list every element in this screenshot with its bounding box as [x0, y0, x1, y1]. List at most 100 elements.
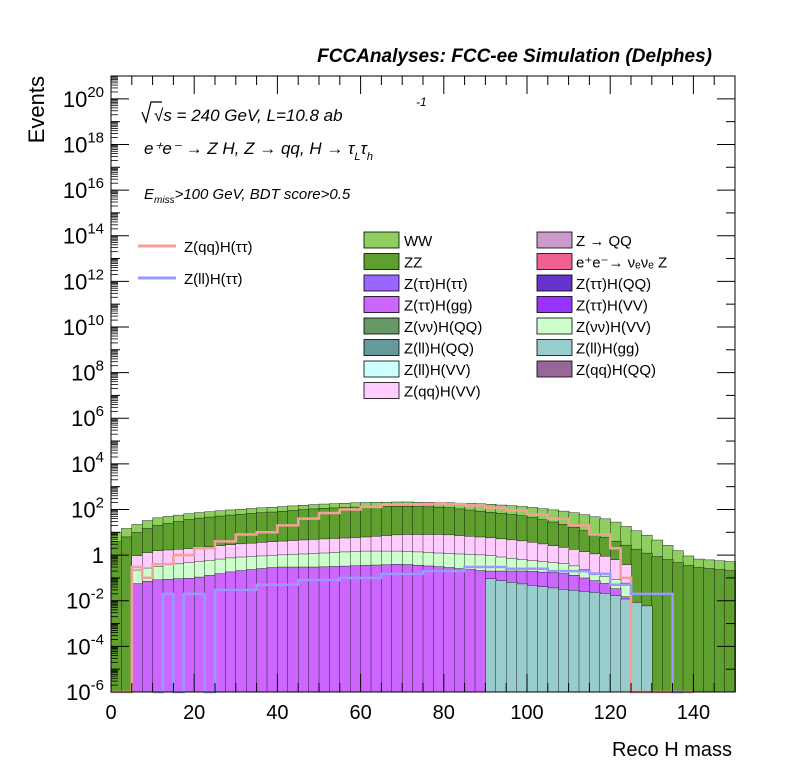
- y-tick-label: 1012: [63, 266, 104, 294]
- stack-layer-ll-gg: [485, 578, 653, 693]
- legend-fill-swatch: [536, 231, 573, 249]
- stack-bin: [329, 566, 341, 693]
- stack-bin: [703, 568, 715, 693]
- legend-fill-label: Z(νν)H(VV): [576, 319, 651, 336]
- stack-bin: [578, 591, 591, 693]
- y-tick-label: 1018: [63, 129, 104, 157]
- y-tick-label: 1016: [63, 175, 104, 203]
- x-axis-label: Reco H mass: [612, 739, 732, 761]
- stack-bin: [318, 566, 331, 693]
- legend-line-label: Z(qq)H(ττ): [184, 239, 253, 256]
- stack-bin: [256, 568, 268, 693]
- stack-bin: [433, 566, 445, 693]
- legend-fill-label: Z(ll)H(QQ): [404, 341, 474, 358]
- y-tick-label: 106: [71, 403, 104, 431]
- stack-bin: [391, 564, 403, 693]
- x-tick-label: 40: [266, 702, 288, 724]
- stack-bin: [464, 569, 476, 693]
- stack-bin: [412, 565, 424, 693]
- legend-fill-swatch: [363, 296, 400, 313]
- legend-fill-label: Z(ττ)H(QQ): [576, 276, 651, 293]
- legend-fill-swatch: [536, 339, 573, 356]
- y-tick-label: 104: [71, 449, 104, 477]
- annotation-process: e⁺e⁻ → Z H, Z → qq, H → τLτh: [144, 139, 373, 163]
- x-tick-label: 20: [183, 702, 205, 724]
- stack-bin: [443, 567, 455, 693]
- cut-rest: >100 GeV, BDT score>0.5: [175, 186, 351, 203]
- x-tick-label: 80: [433, 702, 455, 724]
- svg-text:√s = 240 GeV, L=10.8 ab: √s = 240 GeV, L=10.8 ab: [154, 106, 343, 125]
- legend-fill-swatch: [536, 360, 573, 378]
- stack-bin: [630, 602, 643, 693]
- legend-fill-label: Z(ll)H(gg): [576, 341, 639, 358]
- annotation-cuts: Emiss>100 GeV, BDT score>0.5: [144, 186, 351, 206]
- legend-fill-label: Z(ll)H(VV): [404, 362, 471, 379]
- stack-bin: [558, 589, 570, 693]
- stack-bin: [672, 562, 684, 693]
- stack-bin: [693, 567, 705, 693]
- chart-title: FCCAnalyses: FCC-ee Simulation (Delphes): [317, 46, 712, 67]
- stack-bin: [370, 564, 383, 693]
- cut-e: E: [144, 186, 155, 203]
- legend: Z(qq)H(ττ) Z(ll)H(ττ) WW ZZ Z(ττ)H(ττ) Z(ττ)H…: [138, 231, 667, 401]
- stack-bin: [526, 585, 539, 693]
- stack-bin: [298, 566, 310, 693]
- cut-sub: miss: [154, 195, 175, 206]
- stack-bin: [266, 567, 279, 693]
- stack-bin: [568, 590, 580, 693]
- legend-line-label: Z(ll)H(ττ): [184, 271, 243, 288]
- legend-fill-swatch: [363, 339, 400, 356]
- y-tick-label: 1010: [63, 312, 104, 340]
- stack-bin: [537, 586, 549, 693]
- legend-fill-swatch: [363, 253, 400, 270]
- svg-text:Emiss>100 GeV, BDT score>0.5: Emiss>100 GeV, BDT score>0.5: [144, 186, 351, 206]
- legend-fill-swatch: [363, 317, 400, 335]
- legend-fill-label: Z(qq)H(QQ): [576, 362, 656, 379]
- stack-bin: [641, 605, 653, 693]
- stack-bin: [610, 595, 622, 693]
- process-tau: τ: [361, 139, 369, 158]
- energy-text: √s = 240 GeV, L=10.8 ab: [154, 106, 343, 125]
- y-axis: 10-6 10-4 10-2 1 102 104 106 108 1010 1012 1014 101…: [63, 75, 735, 705]
- legend-fill-label: Z(ττ)H(VV): [576, 298, 648, 315]
- process-text: e⁺e⁻ → Z H, Z → qq, H → τ: [144, 139, 356, 158]
- y-tick-label: 1014: [63, 221, 104, 249]
- stack-bin: [141, 581, 154, 693]
- stack-bin: [183, 578, 195, 693]
- stack-bin: [485, 578, 497, 693]
- legend-fill-label: ZZ: [404, 255, 422, 272]
- stack-bin: [454, 568, 466, 693]
- x-axis: 0 20 40 60 80 100 120 140: [105, 76, 736, 724]
- stack-bin: [339, 565, 351, 693]
- legend-fill-swatch: [536, 274, 573, 292]
- legend-fill-swatch: [363, 360, 400, 378]
- y-tick-label: 108: [71, 358, 104, 386]
- stack-bin: [422, 565, 435, 693]
- legend-fill-label: Z(νν)H(QQ): [404, 319, 482, 336]
- stack-bin: [516, 583, 528, 693]
- energy-exponent: -1: [416, 95, 427, 109]
- legend-fill-label: Z → QQ: [576, 233, 632, 250]
- legend-fill-label: WW: [404, 233, 433, 250]
- x-tick-label: 120: [594, 702, 627, 724]
- stack-bin: [131, 583, 143, 693]
- legend-fill-label: Z(ττ)H(ττ): [404, 276, 468, 293]
- legend-fill-label: Z(qq)H(VV): [404, 384, 481, 401]
- sqrt-symbol: [141, 101, 162, 124]
- stack-bin: [506, 582, 518, 693]
- legend-fill-swatch: [363, 231, 400, 249]
- stack-bin: [474, 570, 487, 693]
- y-tick-label: 10-6: [66, 677, 104, 705]
- stack-bin: [547, 587, 559, 693]
- legend-fill-label: e⁺e⁻→ νₑνₑ Z: [576, 255, 667, 272]
- y-tick-label: 10-2: [66, 586, 104, 614]
- stack-bin: [381, 564, 393, 693]
- stack-bin: [402, 564, 414, 693]
- legend-fill-swatch: [363, 382, 400, 399]
- stack-bin: [599, 593, 611, 693]
- legend-fill-swatch: [363, 274, 400, 292]
- y-axis-label: Events: [24, 76, 49, 143]
- stack-bin: [589, 592, 601, 693]
- x-tick-label: 60: [349, 702, 371, 724]
